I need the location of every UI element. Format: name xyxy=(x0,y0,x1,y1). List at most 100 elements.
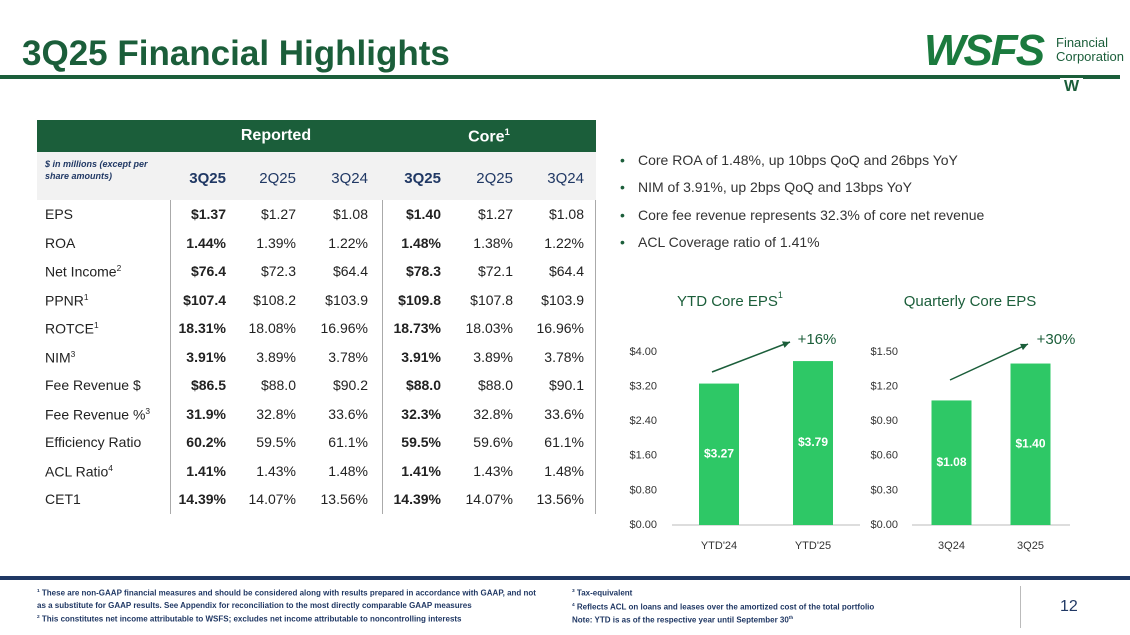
row-label: ROTCE1 xyxy=(45,320,99,337)
bar xyxy=(793,361,833,525)
cell: 1.48% xyxy=(328,462,368,479)
arrow-head xyxy=(1020,343,1028,351)
cell: 13.56% xyxy=(320,491,368,507)
header-band xyxy=(37,120,596,152)
cell: $88.0 xyxy=(405,377,441,393)
cell: 31.9% xyxy=(186,405,226,422)
row-label-text: ROTCE xyxy=(45,320,94,337)
cell: 16.96% xyxy=(320,320,368,336)
y-tick-label: $1.50 xyxy=(870,346,898,358)
cell: $86.5 xyxy=(190,377,226,393)
logo-mark: WSFS xyxy=(924,26,1045,75)
group-header: Core1 xyxy=(382,127,596,146)
cell: $109.8 xyxy=(398,291,441,308)
row-label-sup: 1 xyxy=(94,320,99,330)
cell: 3.91% xyxy=(401,348,441,365)
cell: 59.6% xyxy=(473,434,513,450)
cell: 1.48% xyxy=(544,462,584,479)
footnote-note: Note: YTD is as of the respective year u… xyxy=(572,613,1012,627)
logo-text: Financial Corporation xyxy=(1056,36,1124,64)
column-divider xyxy=(382,200,383,514)
footnote-mark: 2 xyxy=(37,614,40,620)
bullet-text: NIM of 3.91%, up 2bps QoQ and 13bps YoY xyxy=(638,179,912,196)
bullet-text: Core fee revenue represents 32.3% of cor… xyxy=(638,206,985,223)
row-label-text: Net Income xyxy=(45,263,117,280)
group-label: Core xyxy=(468,128,505,146)
row-label: ROA xyxy=(45,235,75,251)
trend-arrow xyxy=(711,341,791,373)
footer-divider xyxy=(1020,586,1021,628)
logo-sub: W xyxy=(1060,78,1084,96)
row-label-sup: 1 xyxy=(83,291,89,302)
bullet-text: ACL Coverage ratio of 1.41% xyxy=(638,233,820,250)
cell: $1.08 xyxy=(548,206,584,222)
bar xyxy=(931,400,972,525)
y-tick-label: $4.00 xyxy=(629,346,657,358)
cell: 59.5% xyxy=(256,434,296,450)
cell: $72.3 xyxy=(260,263,296,279)
cell: 14.07% xyxy=(248,491,296,507)
cell: $108.2 xyxy=(253,291,296,308)
column-divider xyxy=(595,200,596,514)
value-label: $3.79 xyxy=(798,435,828,449)
title-rule xyxy=(0,75,1120,79)
x-tick-label: 3Q25 xyxy=(1017,540,1044,552)
cell: $107.4 xyxy=(183,291,226,308)
footnote-text: Reflects ACL on loans and leases over th… xyxy=(576,602,875,612)
cell: $1.27 xyxy=(477,206,513,222)
row-label-text: NIM xyxy=(45,349,71,366)
trend-arrow xyxy=(949,343,1029,381)
cell: 1.22% xyxy=(544,234,584,251)
footnote-text: These are non-GAAP financial measures an… xyxy=(37,588,536,610)
chart-title: Quarterly Core EPS xyxy=(904,293,1037,310)
x-tick-label: YTD'24 xyxy=(701,540,737,552)
row-label-text: Fee Revenue % xyxy=(45,406,146,423)
column-divider xyxy=(170,200,171,514)
value-label: $1.40 xyxy=(1015,436,1045,450)
logo-line: Financial xyxy=(1056,35,1109,50)
note-sup: th xyxy=(788,616,794,622)
cell: 59.5% xyxy=(401,434,441,450)
cell: $103.9 xyxy=(541,291,584,308)
page-number: 12 xyxy=(1060,598,1078,615)
group-header: Reported xyxy=(170,127,382,145)
row-label: Net Income2 xyxy=(45,263,121,280)
bullets: • Core ROA of 1.48%, up 10bps QoQ and 26b… xyxy=(620,152,1100,261)
cell: 14.07% xyxy=(465,491,513,507)
cell: 61.1% xyxy=(328,434,368,450)
cell: $76.4 xyxy=(190,263,226,279)
chart-title: YTD Core EPS1 xyxy=(677,290,783,310)
y-tick-label: $3.20 xyxy=(629,381,657,393)
annotation: +30% xyxy=(1037,331,1076,348)
cell: 18.31% xyxy=(178,320,226,336)
column-header: 3Q25 xyxy=(404,170,441,187)
footnote: 1 These are non-GAAP financial measures … xyxy=(37,586,547,612)
y-tick-label: $2.40 xyxy=(629,415,657,427)
footnote-text: Tax-equivalent xyxy=(576,588,633,598)
cell: 3.78% xyxy=(328,348,368,365)
chart-title-text: Quarterly Core EPS xyxy=(904,293,1037,310)
chart-title-sup: 1 xyxy=(778,290,783,300)
row-label: NIM3 xyxy=(45,349,75,366)
cell: 3.89% xyxy=(473,348,513,365)
row-label-sup: 2 xyxy=(116,263,122,273)
row-label-text: EPS xyxy=(45,206,74,222)
row-label: CET1 xyxy=(45,491,81,507)
cell: $1.40 xyxy=(405,206,441,222)
cell: 1.43% xyxy=(256,462,296,479)
row-label-text: ACL Ratio xyxy=(45,463,109,480)
bullet-text: Core ROA of 1.48%, up 10bps QoQ and 26bp… xyxy=(638,152,958,168)
footnote-mark: 4 xyxy=(572,602,575,608)
x-tick-label: YTD'25 xyxy=(795,540,831,552)
footnote: 4 Reflects ACL on loans and leases over … xyxy=(572,600,1012,614)
cell: 18.73% xyxy=(393,320,441,336)
row-label: PPNR1 xyxy=(45,292,89,309)
footnote-text: This constitutes net income attributable… xyxy=(41,614,462,624)
row-label-sup: 3 xyxy=(70,348,76,359)
cell: $90.2 xyxy=(332,377,368,393)
cell: $1.08 xyxy=(332,206,368,222)
row-label: EPS xyxy=(45,206,73,222)
bullet: • Core fee revenue represents 32.3% of co… xyxy=(620,207,1100,234)
cell: 32.3% xyxy=(401,405,441,422)
